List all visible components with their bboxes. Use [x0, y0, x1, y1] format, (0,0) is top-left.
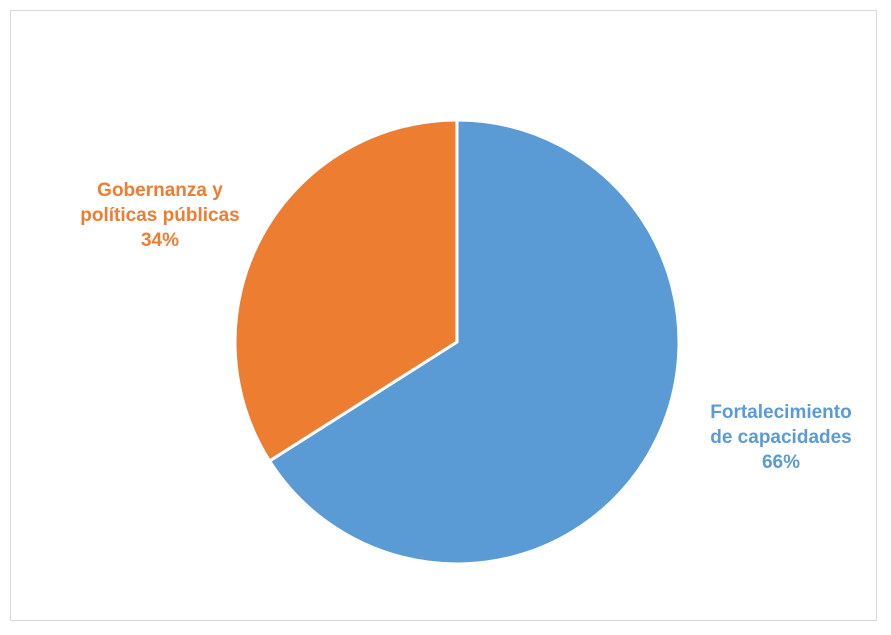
pie-slice: [233, 118, 459, 463]
slice-category-label: de capacidades: [710, 427, 852, 448]
slice-category-label: políticas públicas: [80, 205, 239, 226]
slice-percent-label: 34%: [141, 230, 179, 251]
slice-data-label: Gobernanza y políticas públicas 34%: [80, 180, 239, 251]
slice-data-label: Fortalecimiento de capacidades 66%: [710, 402, 852, 473]
slice-category-label: Fortalecimiento: [710, 402, 851, 423]
pie-slice: [268, 118, 681, 566]
slice-category-label: Gobernanza y: [97, 180, 223, 201]
slice-percent-label: 66%: [762, 452, 800, 473]
